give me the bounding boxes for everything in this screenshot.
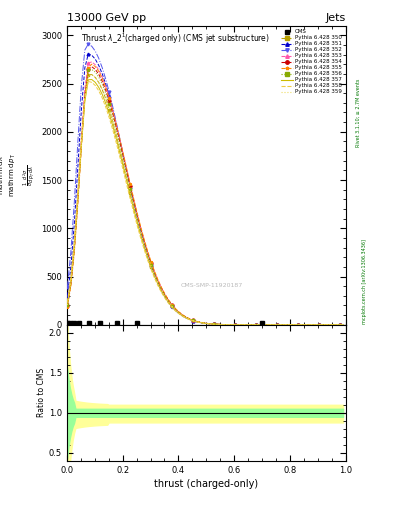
Text: Thrust $\lambda$_2$^1$(charged only) (CMS jet substructure): Thrust $\lambda$_2$^1$(charged only) (CM… <box>81 32 270 46</box>
Y-axis label: Ratio to CMS: Ratio to CMS <box>37 368 46 417</box>
Text: CMS-SMP-11920187: CMS-SMP-11920187 <box>181 284 243 288</box>
Y-axis label: $\mathrm{mathrm\,d}\,\lambda$
$\mathrm{mathrm\,d}\,p_{\mathrm{T}}$
$\frac{1}{\si: $\mathrm{mathrm\,d}\,\lambda$ $\mathrm{m… <box>0 153 38 197</box>
Text: Jets: Jets <box>325 13 346 23</box>
X-axis label: thrust (charged-only): thrust (charged-only) <box>154 479 258 489</box>
Text: 13000 GeV pp: 13000 GeV pp <box>67 13 146 23</box>
Text: Rivet 3.1.10; ≥ 2.7M events: Rivet 3.1.10; ≥ 2.7M events <box>356 78 361 147</box>
Text: mcplots.cern.ch [arXiv:1306.3436]: mcplots.cern.ch [arXiv:1306.3436] <box>362 239 367 324</box>
Legend: CMS, Pythia 6.428 350, Pythia 6.428 351, Pythia 6.428 352, Pythia 6.428 353, Pyt: CMS, Pythia 6.428 350, Pythia 6.428 351,… <box>279 28 343 96</box>
